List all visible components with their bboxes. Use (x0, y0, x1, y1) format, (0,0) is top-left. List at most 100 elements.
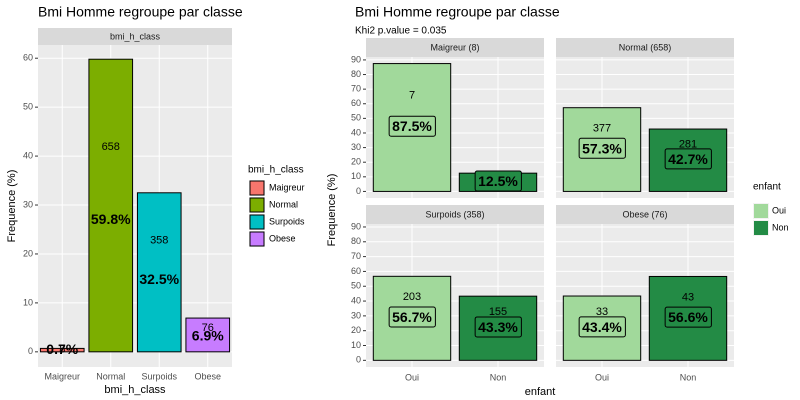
strip-label: Maigreur (8) (430, 42, 479, 52)
percent-label: 56.6% (668, 309, 708, 325)
label-box (578, 137, 626, 159)
legend-swatch (754, 204, 768, 218)
y-tick-label: 0 (356, 186, 361, 196)
y-tick-label: 90 (351, 221, 361, 231)
legend-swatch (754, 221, 768, 235)
bar (88, 58, 134, 353)
chart-title: Bmi Homme regroupe par classe (355, 4, 560, 20)
count-label: 155 (489, 306, 507, 318)
count-label: 358 (150, 234, 168, 246)
label-box (578, 316, 626, 338)
percent-label: 0.7% (46, 341, 78, 357)
percent-label: 42.7% (668, 151, 708, 167)
x-axis-title: enfant (525, 386, 556, 398)
label-box (474, 316, 522, 338)
percent-label: 57.3% (582, 140, 622, 156)
x-tick-label: Oui (405, 372, 419, 382)
strip-label: bmi_h_class (110, 31, 161, 41)
percent-label: 43.3% (478, 319, 518, 335)
legend-label: Obese (269, 233, 296, 243)
legend-title: enfant (753, 182, 781, 193)
strip (366, 205, 544, 224)
label-box (388, 306, 436, 328)
label-box (664, 306, 712, 328)
y-tick-label: 30 (23, 199, 33, 209)
count-label: 43 (682, 291, 694, 303)
y-tick-label: 50 (351, 113, 361, 123)
y-tick-label: 70 (351, 84, 361, 94)
legend-swatch (249, 231, 265, 247)
y-tick-label: 40 (351, 127, 361, 137)
x-tick-label: Non (680, 372, 697, 382)
legend-label: Surpoids (269, 216, 305, 226)
legend-label: Normal (269, 199, 298, 209)
legend-title: bmi_h_class (248, 165, 304, 176)
y-tick-label: 0 (28, 346, 33, 356)
count-label: 33 (596, 306, 608, 318)
legend-label: Maigreur (269, 182, 305, 192)
y-tick-label: 30 (351, 310, 361, 320)
legend-swatch (249, 180, 265, 196)
chart-title: Bmi Homme regroupe par classe (38, 4, 243, 20)
bar (136, 192, 182, 353)
count-label: 377 (593, 123, 611, 135)
y-tick-label: 90 (351, 54, 361, 64)
legend-label: Oui (772, 205, 786, 215)
y-tick-label: 30 (351, 142, 361, 152)
y-tick-label: 20 (351, 157, 361, 167)
strip-label: Obese (76) (622, 209, 667, 219)
y-tick-label: 10 (351, 171, 361, 181)
panel (38, 45, 232, 367)
percent-label: 56.7% (392, 309, 432, 325)
strip (556, 38, 734, 57)
y-tick-label: 70 (351, 251, 361, 261)
count-label: 658 (102, 141, 120, 153)
legend-label: Non (772, 222, 789, 232)
percent-label: 32.5% (139, 271, 179, 287)
percent-label: 12.5% (478, 173, 518, 189)
legend-swatch (249, 197, 265, 213)
y-tick-label: 60 (351, 266, 361, 276)
x-tick-label: Surpoids (141, 371, 177, 381)
strip (556, 205, 734, 224)
y-tick-label: 20 (23, 248, 33, 258)
bar (185, 317, 231, 353)
strip-label: Normal (658) (619, 42, 672, 52)
chart-subtitle: Khi2 p.value = 0.035 (355, 26, 447, 37)
y-tick-label: 50 (23, 102, 33, 112)
y-axis-title: Frequence (%) (326, 174, 338, 247)
x-axis-title: bmi_h_class (104, 384, 166, 396)
y-tick-label: 60 (351, 98, 361, 108)
label-box (388, 115, 436, 137)
y-tick-label: 40 (351, 295, 361, 305)
y-tick-label: 60 (23, 53, 33, 63)
y-tick-label: 50 (351, 281, 361, 291)
bar (39, 347, 85, 353)
x-tick-label: Oui (595, 372, 609, 382)
y-tick-label: 40 (23, 150, 33, 160)
count-label: 203 (403, 291, 421, 303)
strip (366, 38, 544, 57)
count-label: 8 (59, 343, 65, 355)
count-label: 281 (679, 139, 697, 151)
x-tick-label: Non (490, 372, 507, 382)
percent-label: 6.9% (192, 327, 224, 343)
y-tick-label: 0 (356, 355, 361, 365)
y-axis-title: Frequence (%) (6, 170, 18, 243)
y-tick-label: 80 (351, 236, 361, 246)
legend-swatch (249, 214, 265, 230)
strip-label: Surpoids (358) (425, 209, 484, 219)
percent-label: 59.8% (91, 211, 131, 227)
x-tick-label: Normal (96, 371, 125, 381)
percent-label: 43.4% (582, 319, 622, 335)
label-box (474, 170, 522, 192)
y-tick-label: 80 (351, 69, 361, 79)
y-tick-label: 10 (351, 340, 361, 350)
count-label: 76 (202, 322, 214, 334)
label-box (664, 148, 712, 170)
count-label: 7 (409, 89, 415, 101)
y-tick-label: 20 (351, 325, 361, 335)
strip (38, 28, 232, 45)
y-tick-label: 10 (23, 297, 33, 307)
